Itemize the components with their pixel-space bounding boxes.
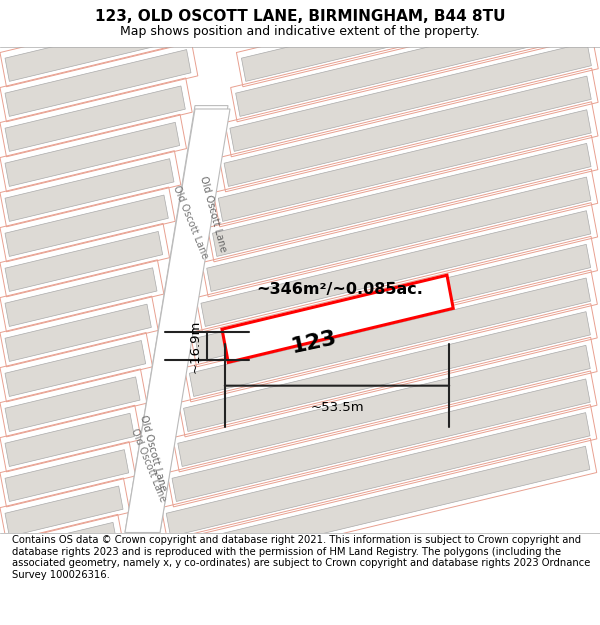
Polygon shape [5,522,118,571]
Polygon shape [236,9,592,116]
Polygon shape [195,244,590,361]
Polygon shape [184,312,590,431]
Text: ~346m²/~0.085ac.: ~346m²/~0.085ac. [257,282,424,297]
Text: 123: 123 [289,328,338,357]
Text: Old Oscott Lane: Old Oscott Lane [171,184,209,260]
Polygon shape [207,177,591,291]
Polygon shape [222,275,453,362]
Polygon shape [5,159,174,221]
Polygon shape [5,49,191,116]
Text: ~16.9m: ~16.9m [189,319,202,373]
Polygon shape [5,268,157,326]
Polygon shape [5,413,134,466]
Polygon shape [218,110,591,221]
Polygon shape [201,211,591,326]
Text: Map shows position and indicative extent of the property.: Map shows position and indicative extent… [120,24,480,38]
Polygon shape [212,143,591,256]
Polygon shape [5,341,146,396]
Text: Contains OS data © Crown copyright and database right 2021. This information is : Contains OS data © Crown copyright and d… [12,535,590,580]
Polygon shape [190,278,590,396]
Polygon shape [5,377,140,431]
Polygon shape [178,346,590,466]
Text: 123, OLD OSCOTT LANE, BIRMINGHAM, B44 8TU: 123, OLD OSCOTT LANE, BIRMINGHAM, B44 8T… [95,9,505,24]
Polygon shape [5,304,151,361]
Polygon shape [125,106,228,532]
Polygon shape [125,109,230,532]
Polygon shape [5,13,197,81]
Polygon shape [5,449,129,501]
Text: Old Oscott Lane: Old Oscott Lane [129,427,167,503]
Polygon shape [166,412,590,536]
Text: Old Oscott Lane: Old Oscott Lane [138,414,168,492]
Polygon shape [230,42,592,151]
Polygon shape [5,195,169,256]
Polygon shape [5,122,179,186]
Polygon shape [160,446,590,571]
Polygon shape [224,76,591,186]
Polygon shape [241,0,592,81]
Polygon shape [5,231,163,291]
Polygon shape [5,486,123,536]
Text: ~53.5m: ~53.5m [310,401,364,414]
Polygon shape [172,379,590,501]
Polygon shape [5,86,185,151]
Text: Old Oscott Lane: Old Oscott Lane [198,175,228,253]
